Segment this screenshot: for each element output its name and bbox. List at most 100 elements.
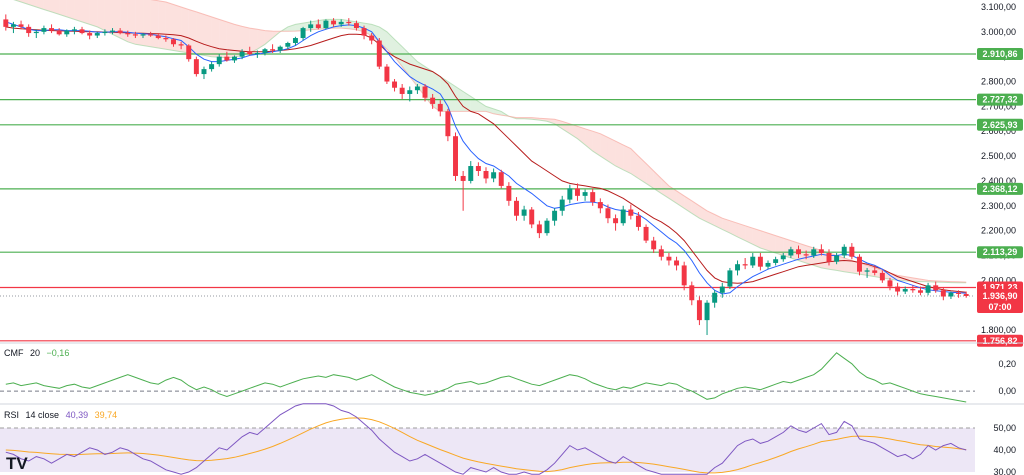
candle-body <box>643 226 649 241</box>
level-badge-label: 2.625,93 <box>982 120 1017 130</box>
candle-body <box>628 209 634 216</box>
candle-body <box>788 249 794 256</box>
candle <box>155 33 161 40</box>
candle <box>803 250 809 260</box>
level-badge-label: 1.971,23 <box>982 283 1017 293</box>
candle <box>18 20 24 30</box>
price-tick-label: 2.700,00 <box>981 101 1016 111</box>
candle <box>277 45 283 53</box>
candle <box>811 246 817 258</box>
candle <box>696 296 702 326</box>
candle <box>407 86 413 102</box>
candle <box>26 24 32 37</box>
cloud-segment <box>447 81 456 112</box>
candle-body <box>483 171 489 179</box>
candle-body <box>262 49 268 53</box>
candle <box>658 245 664 261</box>
candle-body <box>87 33 93 36</box>
candle-body <box>491 172 497 179</box>
candle <box>948 291 954 299</box>
cloud-segment <box>638 156 647 184</box>
cloud-segment <box>234 24 243 58</box>
candle-body <box>475 166 481 171</box>
level-badge <box>977 182 1023 195</box>
candle-body <box>956 292 962 295</box>
candle <box>956 290 962 298</box>
tradingview-logo-icon[interactable]: TV <box>6 454 28 473</box>
candle-body <box>796 249 801 255</box>
candle-body <box>41 28 47 32</box>
candle-body <box>315 24 321 29</box>
candle-body <box>620 209 626 224</box>
candle-body <box>125 33 131 35</box>
level-badge-label: 1.756,82 <box>982 336 1017 346</box>
rsi-panel[interactable]: 50,00 40,00 30,00 RSI 14 close 40,39 39,74 <box>0 403 1016 475</box>
level-badge <box>977 93 1023 106</box>
candle <box>681 261 687 291</box>
candle-body <box>872 270 878 273</box>
candle-body <box>71 29 77 31</box>
candle <box>727 267 733 290</box>
candle <box>574 183 580 201</box>
candle-body <box>140 34 146 36</box>
cloud-segment <box>120 0 128 42</box>
candle-body <box>529 209 535 225</box>
candle-body <box>407 90 413 94</box>
candle <box>300 26 306 41</box>
candle-body <box>292 38 298 44</box>
candle <box>620 205 626 226</box>
cloud-segment <box>89 0 98 27</box>
candle <box>315 19 321 30</box>
candle-body <box>780 255 786 260</box>
candle-body <box>323 20 329 29</box>
candle <box>140 33 146 39</box>
cmf-panel[interactable]: 0,20 0,00 CMF 20 −0,16 <box>0 348 1016 403</box>
candle-body <box>712 292 718 303</box>
price-tick-label: 2.400,00 <box>981 176 1016 186</box>
candle-body <box>460 175 466 181</box>
candle <box>773 256 779 266</box>
candle-body <box>186 45 192 60</box>
cloud-segment <box>97 0 105 31</box>
candle <box>10 21 16 34</box>
price-tick-label: 1.800,00 <box>981 325 1016 335</box>
candle <box>430 93 436 109</box>
candle <box>125 30 131 37</box>
cloud-segment <box>607 137 616 167</box>
candle <box>567 184 573 204</box>
candle <box>940 287 946 301</box>
rsi-tick-label: 40,00 <box>993 445 1016 455</box>
candle-body <box>544 220 550 234</box>
candle-body <box>224 56 230 61</box>
candle <box>414 84 420 94</box>
candle <box>369 33 375 45</box>
candle-body <box>590 192 596 203</box>
candle <box>506 182 512 206</box>
candle <box>849 243 855 260</box>
cloud-segment <box>615 141 624 170</box>
candle <box>910 285 916 293</box>
candle-body <box>948 292 954 297</box>
candle-body <box>468 166 474 181</box>
candle-body <box>33 31 39 34</box>
candle-body <box>696 300 702 321</box>
cloud-segment <box>569 123 578 139</box>
candle <box>94 31 100 39</box>
candle <box>704 300 710 336</box>
candle-body <box>841 246 847 256</box>
cloud-segment <box>455 86 464 112</box>
current-price-label: 1.936,90 <box>982 291 1017 301</box>
candle-body <box>430 97 436 104</box>
candle-body <box>727 270 733 287</box>
candle <box>239 49 245 60</box>
price-panel[interactable]: 3.100,003.000,002.900,002.800,002.700,00… <box>0 0 1023 347</box>
candlesticks <box>3 14 969 336</box>
candle-body <box>704 302 710 321</box>
cloud-segment <box>912 277 921 282</box>
cloud-segment <box>242 26 250 56</box>
candle <box>193 56 199 77</box>
candle-body <box>414 86 420 91</box>
cloud-segment <box>104 0 113 35</box>
cloud-segment <box>249 28 258 53</box>
